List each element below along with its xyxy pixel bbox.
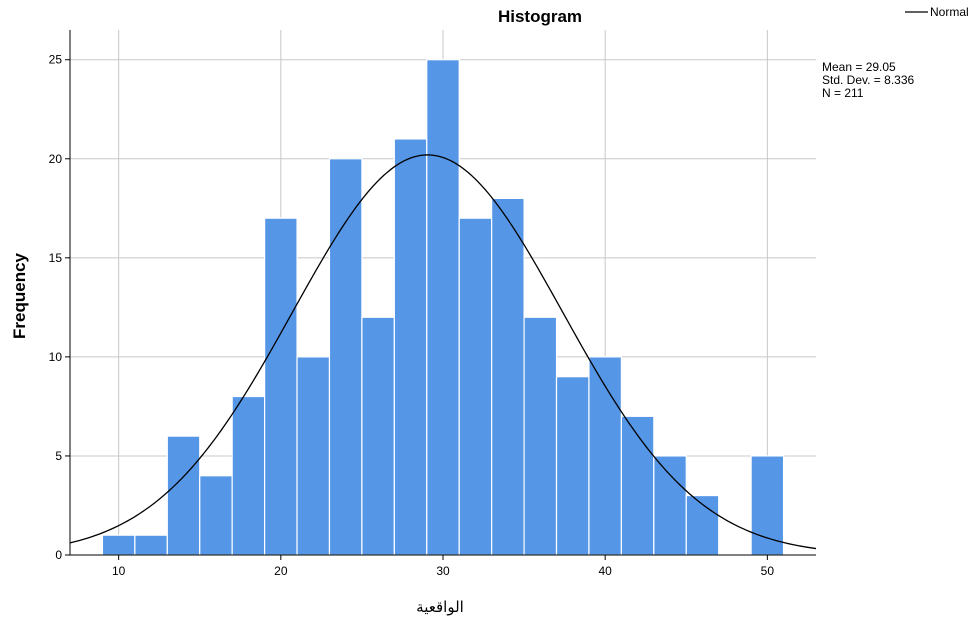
histogram-bar [328, 158, 363, 556]
histogram-bar [166, 435, 201, 556]
y-tick-label: 15 [49, 251, 63, 265]
legend-normal-label: Normal [930, 5, 969, 19]
histogram-bar [653, 455, 687, 556]
histogram-bar [199, 475, 233, 556]
histogram-bar [458, 217, 493, 556]
y-tick-label: 0 [55, 548, 62, 562]
chart-title: Histogram [498, 7, 582, 26]
x-tick-label: 10 [112, 564, 126, 578]
stats-box: Mean = 29.05 Std. Dev. = 8.336 N = 211 [822, 60, 914, 100]
histogram-bar [588, 356, 622, 556]
histogram-bars [101, 59, 785, 556]
histogram-bar [393, 138, 428, 556]
x-tick-label: 50 [761, 564, 775, 578]
histogram-bar [523, 316, 558, 556]
y-axis-ticks: 0 5 10 15 20 25 [49, 53, 70, 562]
stat-mean: Mean = 29.05 [822, 60, 896, 74]
stat-n: N = 211 [822, 86, 864, 100]
y-tick-label: 25 [49, 53, 63, 67]
y-tick-label: 20 [49, 152, 63, 166]
histogram-bar [296, 356, 331, 556]
histogram-bar [750, 455, 785, 556]
x-tick-label: 20 [274, 564, 288, 578]
histogram-bar [426, 59, 460, 556]
histogram-bar [264, 217, 298, 556]
y-axis-title: Frequency [10, 252, 29, 339]
histogram-bar [491, 197, 525, 556]
stat-std-dev: Std. Dev. = 8.336 [822, 73, 914, 87]
y-tick-label: 10 [49, 350, 63, 364]
x-axis-ticks: 10 20 30 40 50 [112, 555, 774, 578]
x-tick-label: 30 [436, 564, 450, 578]
histogram-bar [361, 316, 395, 556]
normal-curve [69, 154, 817, 550]
histogram-bar [555, 376, 590, 556]
legend: Normal [905, 5, 969, 19]
x-axis-title: الواقعية [416, 598, 464, 616]
x-tick-label: 40 [598, 564, 612, 578]
histogram-bar [231, 395, 266, 556]
y-tick-label: 5 [55, 449, 62, 463]
histogram-bar [134, 534, 168, 556]
histogram-bar [101, 534, 136, 556]
histogram-bar [620, 415, 655, 556]
histogram-bar [685, 494, 720, 556]
